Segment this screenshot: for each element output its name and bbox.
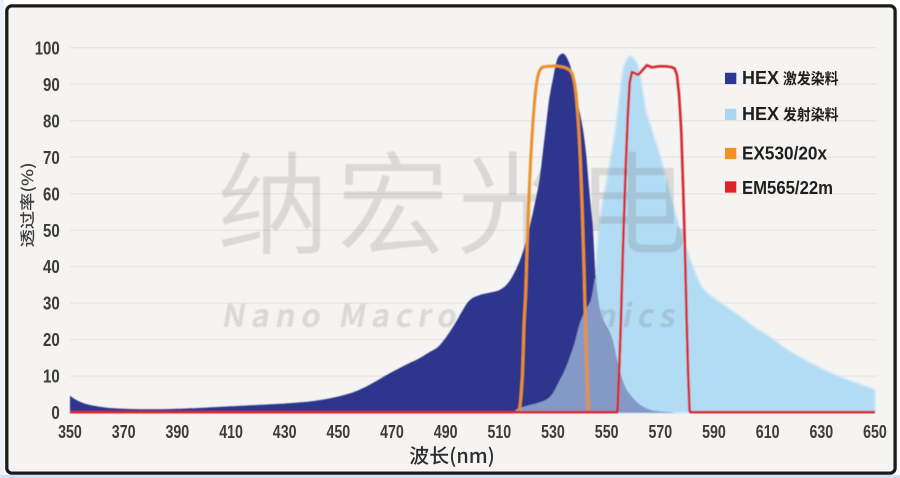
svg-text:630: 630 bbox=[810, 422, 834, 442]
svg-text:EM565/22m: EM565/22m bbox=[742, 178, 833, 198]
svg-text:80: 80 bbox=[43, 111, 60, 131]
svg-text:60: 60 bbox=[43, 184, 60, 204]
svg-text:390: 390 bbox=[166, 422, 190, 442]
svg-text:410: 410 bbox=[219, 422, 243, 442]
svg-text:20: 20 bbox=[43, 330, 60, 350]
svg-text:470: 470 bbox=[380, 422, 404, 442]
svg-text:90: 90 bbox=[43, 75, 60, 95]
svg-text:490: 490 bbox=[434, 422, 458, 442]
svg-text:450: 450 bbox=[327, 422, 351, 442]
svg-text:70: 70 bbox=[43, 148, 60, 168]
svg-text:0: 0 bbox=[51, 403, 59, 423]
svg-text:HEX: HEX bbox=[742, 104, 779, 124]
svg-text:30: 30 bbox=[43, 294, 60, 314]
svg-text:510: 510 bbox=[488, 422, 512, 442]
svg-text:HEX: HEX bbox=[742, 68, 779, 88]
svg-text:EX530/20x: EX530/20x bbox=[742, 143, 827, 163]
svg-text:350: 350 bbox=[58, 422, 82, 442]
svg-text:530: 530 bbox=[541, 422, 565, 442]
svg-text:430: 430 bbox=[273, 422, 297, 442]
svg-text:50: 50 bbox=[43, 221, 60, 241]
svg-text:650: 650 bbox=[863, 422, 887, 442]
svg-text:570: 570 bbox=[649, 422, 673, 442]
svg-text:100: 100 bbox=[35, 38, 60, 58]
svg-text:370: 370 bbox=[112, 422, 136, 442]
svg-text:590: 590 bbox=[702, 422, 726, 442]
svg-text:40: 40 bbox=[43, 257, 60, 277]
svg-text:10: 10 bbox=[43, 367, 60, 387]
svg-text:550: 550 bbox=[595, 422, 619, 442]
svg-text:610: 610 bbox=[756, 422, 780, 442]
